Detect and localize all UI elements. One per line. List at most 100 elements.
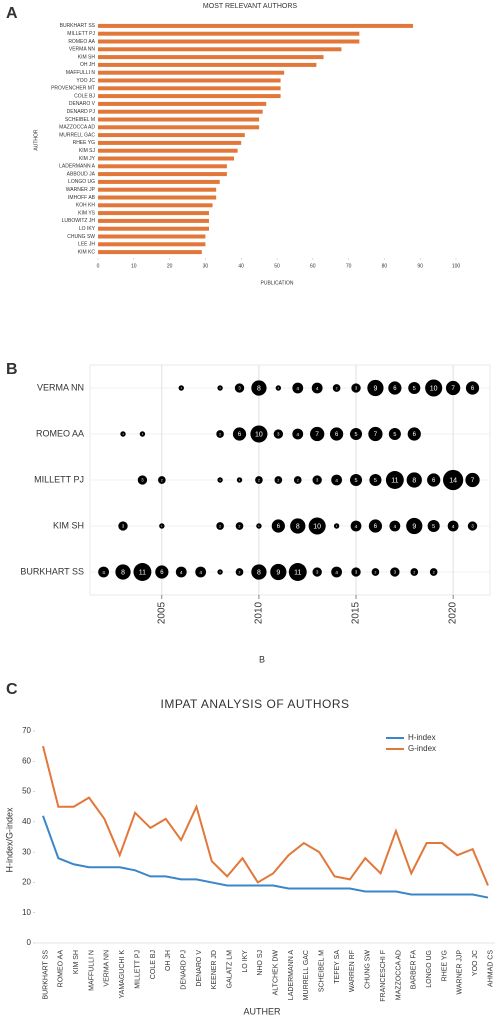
x-tick-label: 20 xyxy=(167,263,173,269)
y-tick-label: CHUNG SW xyxy=(67,234,95,240)
bubble-label: 2 xyxy=(297,478,299,482)
bubble xyxy=(137,475,148,485)
bar xyxy=(98,31,360,36)
bubble-label: 5 xyxy=(432,524,435,530)
bubble-label: 2 xyxy=(219,524,221,528)
bubble xyxy=(310,426,325,442)
bubble-label: 8 xyxy=(412,477,416,484)
bar xyxy=(98,250,202,255)
bubble xyxy=(292,428,304,440)
bubble xyxy=(274,476,283,484)
bubble-label: 1 xyxy=(336,525,338,528)
x-tick-label: LO IKY xyxy=(242,950,249,973)
bubble xyxy=(368,426,383,442)
bubble-label: 3 xyxy=(355,570,358,575)
x-axis-label: PUBLICATION xyxy=(261,280,294,286)
bubble-label: 3 xyxy=(277,432,280,437)
bar xyxy=(98,187,217,192)
y-axis-label: AUTHOR xyxy=(33,129,39,151)
bubble xyxy=(120,431,126,437)
bar xyxy=(98,242,206,247)
y-tick-label: COLE BJ xyxy=(74,93,95,99)
x-tick-label: LONGO UG xyxy=(426,950,433,988)
x-tick-label: SCHEIBEL M xyxy=(319,950,326,992)
bubble-label: 1 xyxy=(219,571,221,574)
bubble xyxy=(178,385,184,391)
y-tick-label: KIM JY xyxy=(79,156,96,162)
y-tick-label: DENARO V xyxy=(69,101,96,107)
bubble-label: 4 xyxy=(102,570,105,576)
bubble-label: 5 xyxy=(413,386,416,392)
x-tick-label: LADERMANN A xyxy=(288,950,295,1001)
bar xyxy=(98,218,209,223)
bubble-label: 5 xyxy=(355,478,358,484)
x-tick-label: 40 xyxy=(238,263,244,269)
bubble-label: 4 xyxy=(180,570,183,576)
bubble xyxy=(349,473,363,487)
y-tick-label: LONGO UG xyxy=(68,179,95,185)
bubble xyxy=(312,475,322,485)
x-axis-label: B xyxy=(259,654,265,664)
bubble xyxy=(445,380,461,396)
y-tick-label: KIM SJ xyxy=(79,148,96,154)
bubble xyxy=(429,568,438,576)
bubble xyxy=(443,469,464,491)
panel-label: A xyxy=(6,5,18,22)
bubble-label: 3 xyxy=(394,570,397,575)
y-tick-label: ABBOUD JA xyxy=(67,171,96,177)
bubble-label: 4 xyxy=(335,478,338,484)
x-tick-label: OH JH xyxy=(165,950,172,971)
bubble xyxy=(275,385,282,391)
y-tick-label: MILLETT PJ xyxy=(67,31,95,37)
panel-label: B xyxy=(6,361,18,378)
bubble-label: 6 xyxy=(471,386,475,392)
bubble xyxy=(256,523,262,529)
y-tick-label: VERMA NN xyxy=(69,47,96,53)
bubble xyxy=(407,427,421,441)
x-tick-label: 80 xyxy=(382,263,388,269)
bar xyxy=(98,226,209,231)
bubble-label: 2 xyxy=(239,570,241,574)
bubble xyxy=(270,563,287,581)
bubble-label: 7 xyxy=(315,431,319,438)
bubble xyxy=(217,569,223,575)
bubble-label: 2 xyxy=(374,570,376,574)
y-tick-label: WARNER JP xyxy=(66,187,96,193)
bubble-label: 10 xyxy=(430,385,438,392)
x-tick-label: YOO JC xyxy=(472,950,479,976)
bubble-label: 1 xyxy=(239,479,241,482)
bubble-label: 1 xyxy=(181,387,183,390)
bubble-label: 9 xyxy=(373,385,377,392)
bar xyxy=(98,78,281,83)
bubble-label: 3 xyxy=(122,524,125,529)
y-tick-label: LADERMANN A xyxy=(59,164,96,170)
bubble xyxy=(273,429,284,439)
x-tick-label: 50 xyxy=(274,263,280,269)
x-tick-label: KEENER JD xyxy=(211,950,218,989)
x-tick-label: RHEE YG xyxy=(441,950,448,981)
bubble-label: 10 xyxy=(313,523,321,530)
bubble xyxy=(195,566,207,578)
bubble-label: 4 xyxy=(394,524,397,530)
x-tick-label: 10 xyxy=(131,263,137,269)
line xyxy=(42,815,489,899)
bubble-label: 5 xyxy=(393,432,396,438)
bubble xyxy=(312,567,322,577)
bubble-label: 3 xyxy=(141,478,144,483)
bubble-label: 4 xyxy=(296,386,299,392)
bubble xyxy=(159,523,165,529)
y-tick-label: 60 xyxy=(22,756,31,765)
bubble-label: 4 xyxy=(316,386,319,392)
x-tick-label: COLE BJ xyxy=(150,950,157,979)
bubble xyxy=(369,473,382,487)
legend-label: G-index xyxy=(408,744,436,753)
bubble xyxy=(293,476,302,484)
bubble-label: 2 xyxy=(239,524,241,528)
bubble-label: 6 xyxy=(432,478,436,484)
bubble xyxy=(351,383,361,393)
x-tick-label: WARNER JJP xyxy=(457,950,464,995)
bubble-label: 5 xyxy=(355,432,358,438)
bubble xyxy=(333,523,340,529)
x-tick-label: 2020 xyxy=(448,601,459,624)
bubble-label: 4 xyxy=(296,432,299,438)
